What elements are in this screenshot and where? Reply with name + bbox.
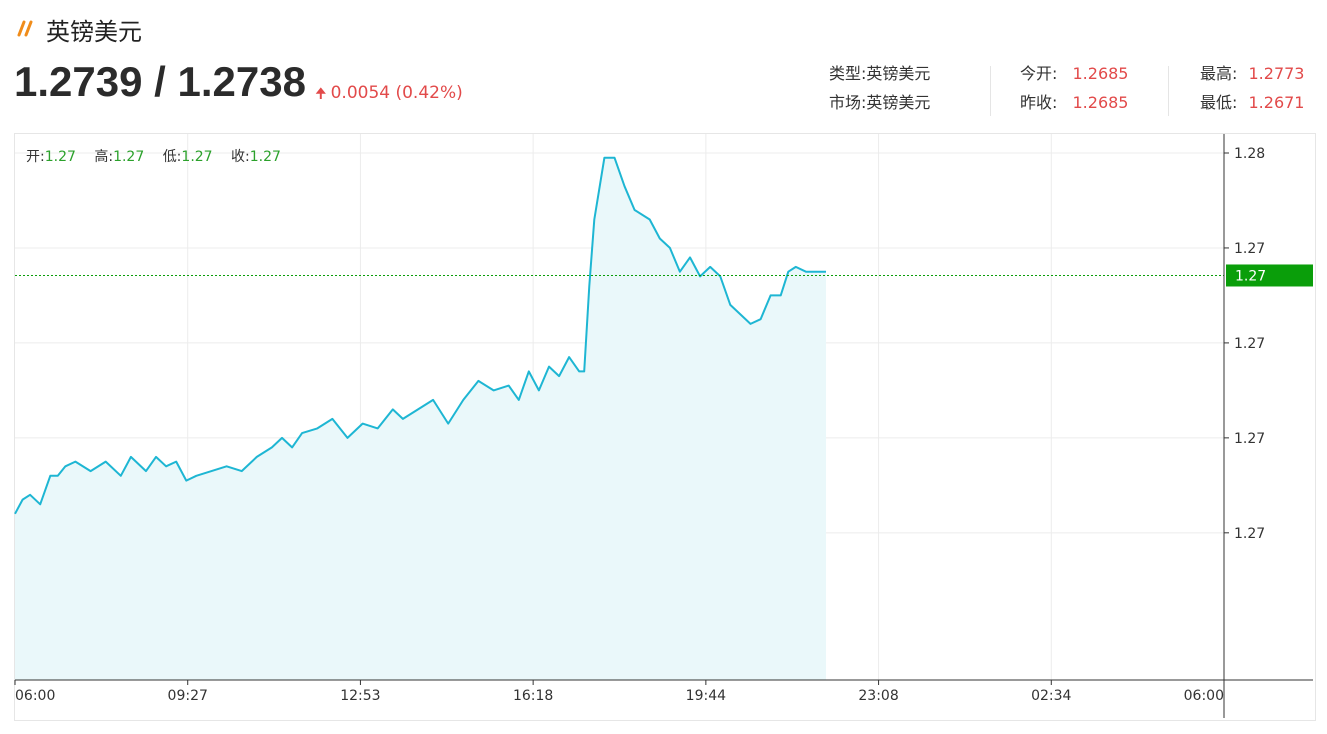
brand-slash-icon	[17, 20, 33, 37]
y-tick-label: 1.27	[1234, 431, 1265, 447]
low-value: 1.2671	[1248, 93, 1305, 112]
open-label: 今开:	[1020, 64, 1058, 83]
prev-close-label: 昨收:	[1020, 93, 1058, 112]
info-high-low: 最高: 1.2773 最低: 1.2671	[1200, 63, 1304, 121]
prev-close-value: 1.2685	[1072, 93, 1129, 112]
current-price: 1.2739 / 1.2738	[14, 58, 306, 105]
ohlc-low-value: 1.27	[181, 149, 213, 165]
x-tick-label: 16:18	[513, 688, 553, 704]
x-tick-label: 06:00	[1184, 688, 1224, 704]
ohlc-close-label: 收:	[231, 149, 250, 165]
current-price-badge	[1226, 264, 1313, 287]
price-line	[14, 156, 826, 515]
market-value: 英镑美元	[866, 93, 931, 112]
market-label: 市场:	[829, 93, 867, 112]
info-divider	[1168, 66, 1169, 116]
chart-panel[interactable]	[14, 133, 1316, 721]
x-tick-label: 12:53	[340, 688, 380, 704]
info-open-close: 今开: 1.2685 昨收: 1.2685	[1020, 63, 1128, 121]
info-type-market: 类型:英镑美元 市场:英镑美元	[829, 63, 930, 121]
y-tick-label: 1.27	[1234, 241, 1265, 257]
ohlc-open-label: 开:	[26, 149, 45, 165]
low-label: 最低:	[1200, 93, 1238, 112]
type-value: 英镑美元	[866, 64, 931, 83]
page-title: 英镑美元	[46, 18, 142, 46]
ohlc-readout: 开:1.27 高:1.27 低:1.27 收:1.27	[26, 146, 295, 166]
x-tick-label: 19:44	[686, 688, 726, 704]
y-tick-label: 1.27	[1234, 336, 1265, 352]
up-arrow-icon: 🠉	[315, 86, 327, 102]
ohlc-high-value: 1.27	[113, 149, 145, 165]
ohlc-close-value: 1.27	[249, 149, 281, 165]
x-tick-label: 02:34	[1031, 688, 1071, 704]
x-tick-label: 23:08	[858, 688, 898, 704]
high-label: 最高:	[1200, 64, 1238, 83]
open-value: 1.2685	[1072, 64, 1129, 83]
price-change-value: 0.0054 (0.42%)	[330, 83, 463, 103]
price-change: 🠉 0.0054 (0.42%)	[315, 83, 463, 107]
x-tick-label: 09:27	[168, 688, 208, 704]
current-price-badge-label: 1.27	[1235, 268, 1266, 284]
ohlc-high-label: 高:	[94, 149, 114, 165]
ohlc-low-label: 低:	[162, 149, 182, 165]
y-tick-label: 1.28	[1234, 146, 1265, 162]
price-area	[15, 157, 826, 680]
ohlc-open-value: 1.27	[44, 149, 76, 165]
high-value: 1.2773	[1248, 64, 1305, 83]
info-divider	[990, 66, 991, 116]
type-label: 类型:	[829, 64, 867, 83]
x-tick-label: 06:00	[15, 688, 55, 704]
y-tick-label: 1.27	[1234, 526, 1265, 542]
